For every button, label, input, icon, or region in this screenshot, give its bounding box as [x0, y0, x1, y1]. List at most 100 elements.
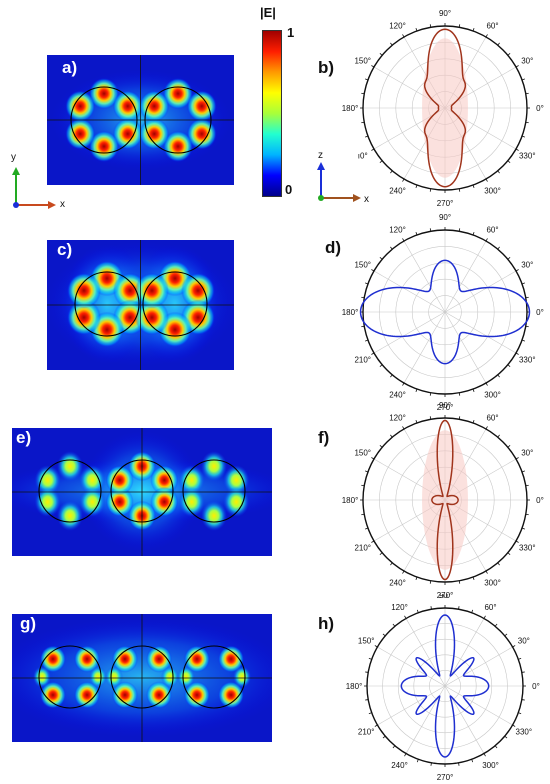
particle-outline: [144, 86, 212, 154]
polar-angle-label: 330°: [516, 728, 533, 737]
field-hotspot: [34, 486, 61, 517]
polar-plot-h: 90° 60° 30° 0° 330° 300° 270° 240° 210° 180° 150° 1…: [346, 594, 540, 782]
particle-outline: [182, 459, 246, 523]
polar-tick: [458, 762, 460, 766]
polar-tick: [390, 562, 393, 566]
field-hotspot: [177, 666, 195, 688]
polar-tick: [472, 184, 475, 189]
field-hotspot: [79, 465, 106, 496]
colorbar-min-label: 0: [285, 182, 293, 197]
polar-angle-label: 330°: [519, 544, 536, 553]
polar-tick: [472, 27, 475, 32]
axis-label-z: z: [318, 150, 323, 161]
polar-angle-label: 0°: [536, 496, 544, 505]
polar-plot-f: 90° 60° 30° 0° 330° 300° 270° 240° 210° 180° 150° 1…: [342, 401, 544, 600]
polar-grid-spoke: [444, 240, 487, 313]
polar-tick: [494, 623, 498, 627]
polar-angle-label: 30°: [521, 449, 533, 458]
field-hotspot: [105, 465, 134, 496]
polar-tick: [429, 24, 432, 28]
polar-angle-label: 300°: [484, 578, 501, 587]
polar-tick: [364, 78, 369, 81]
polar-tick: [371, 65, 375, 68]
polar-tick: [404, 615, 407, 619]
polar-tick: [515, 269, 519, 272]
polar-angle-label: 180°: [342, 496, 359, 505]
field-hotspot: [105, 666, 123, 688]
polar-angle-label: 30°: [521, 57, 533, 66]
field-hotspot: [89, 130, 119, 163]
polar-grid-spoke: [373, 311, 446, 354]
polar-tick: [458, 606, 460, 610]
polar-tick: [458, 24, 461, 28]
polar-angle-label: 240°: [389, 578, 406, 587]
polar-pattern-curve: [423, 28, 467, 188]
field-hotspot: [111, 681, 138, 709]
polar-angle-label: 210°: [354, 356, 371, 365]
field-hotspot: [233, 666, 251, 688]
polar-tick: [512, 724, 516, 727]
field-hotspot: [74, 645, 101, 673]
polar-angle-label: 60°: [486, 226, 498, 235]
polar-tick: [521, 527, 526, 530]
polar-grid-spoke: [444, 311, 517, 354]
polar-tick: [507, 257, 511, 260]
polar-tick: [415, 576, 418, 581]
field-hotspot: [112, 90, 143, 122]
polar-tick: [521, 470, 526, 473]
panel-label-e: e): [16, 428, 32, 447]
particle-outline: [142, 271, 208, 337]
field-hotspot: [223, 486, 250, 517]
polar-pattern-shade: [422, 38, 468, 178]
polar-tick: [472, 419, 475, 424]
polar-angle-label: 300°: [484, 390, 501, 399]
polar-angle-label: 180°: [346, 682, 363, 691]
polar-tick: [485, 178, 488, 182]
polar-angle-label: 30°: [518, 637, 530, 646]
polar-tick: [371, 352, 375, 355]
polar-angle-label: 240°: [389, 390, 406, 399]
polar-tick: [458, 188, 461, 192]
polar-tick: [429, 392, 432, 396]
polar-tick: [429, 188, 432, 192]
polar-angle-label: 270°: [437, 773, 454, 782]
colorbar-title: |E|: [260, 5, 276, 20]
polar-plot-d: 90° 60° 30° 0° 330° 300° 270° 240° 210° 180° 150° 1…: [342, 213, 544, 412]
polar-angle-label: 270°: [437, 591, 454, 600]
field-hotspot: [105, 486, 134, 517]
polar-pattern-curve: [359, 259, 531, 365]
polar-tick: [415, 27, 418, 32]
field-map-c: [47, 240, 234, 370]
polar-tick: [416, 609, 419, 613]
polar-tick: [515, 540, 519, 543]
field-hotspot: [34, 465, 61, 496]
polar-tick: [521, 699, 525, 701]
field-hotspot: [79, 486, 106, 517]
polar-tick: [379, 53, 383, 56]
polar-angle-label: 330°: [519, 356, 536, 365]
polar-tick: [402, 178, 405, 182]
polar-tick: [402, 34, 405, 38]
polar-tick: [371, 269, 375, 272]
polar-angle-label: 150°: [354, 57, 371, 66]
polar-angle-label: 180°: [342, 308, 359, 317]
polar-grid-spoke: [377, 646, 446, 687]
polar-tick: [392, 745, 396, 749]
field-hotspot: [146, 645, 173, 673]
polar-tick: [379, 552, 383, 555]
field-hotspot: [39, 645, 66, 673]
polar-tick: [361, 484, 365, 487]
polar-tick: [515, 352, 519, 355]
field-hotspot: [112, 118, 143, 150]
polar-angle-label: 60°: [486, 22, 498, 31]
polar-tick: [379, 160, 383, 163]
polar-tick: [415, 184, 418, 189]
polar-tick: [390, 434, 393, 438]
panel-label-f: f): [318, 428, 330, 447]
polar-tick: [429, 416, 432, 420]
polar-angle-label: ı0°: [358, 152, 368, 161]
polar-tick: [365, 671, 369, 673]
field-hotspot: [111, 645, 138, 673]
polar-pattern-shade: [422, 430, 468, 570]
polar-tick: [364, 135, 369, 138]
